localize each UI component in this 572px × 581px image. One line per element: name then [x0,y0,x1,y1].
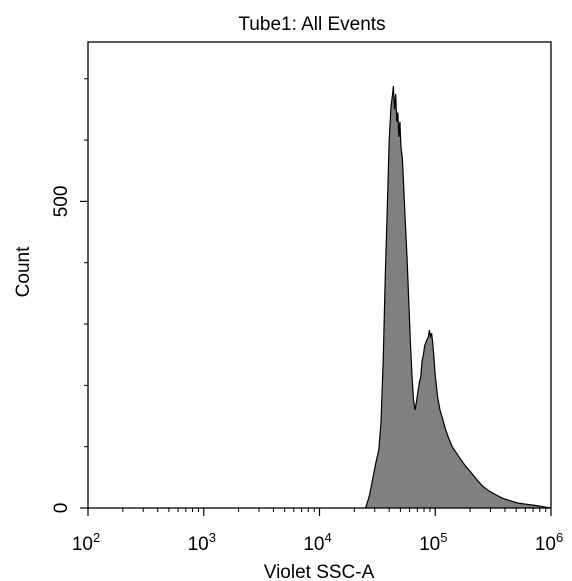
x-tick-label: 105 [419,530,447,555]
y-axis: 0 500 [51,78,88,514]
x-tick-label: 104 [303,530,331,555]
y-tick-label: 500 [51,186,72,218]
histogram-outline [365,86,552,509]
y-axis-label: Count [13,246,34,297]
chart-title: Tube1: All Events [238,14,385,35]
y-tick-label: 0 [51,503,72,514]
histogram-fill [365,86,551,508]
plot-area [365,86,552,509]
x-axis-label: Violet SSC-A [264,562,375,581]
x-tick-label: 103 [188,530,216,555]
x-axis: 102 103 104 105 106 [72,508,563,555]
x-tick-label: 106 [535,530,563,555]
plot-frame [87,41,552,509]
x-tick-label: 102 [72,530,100,555]
